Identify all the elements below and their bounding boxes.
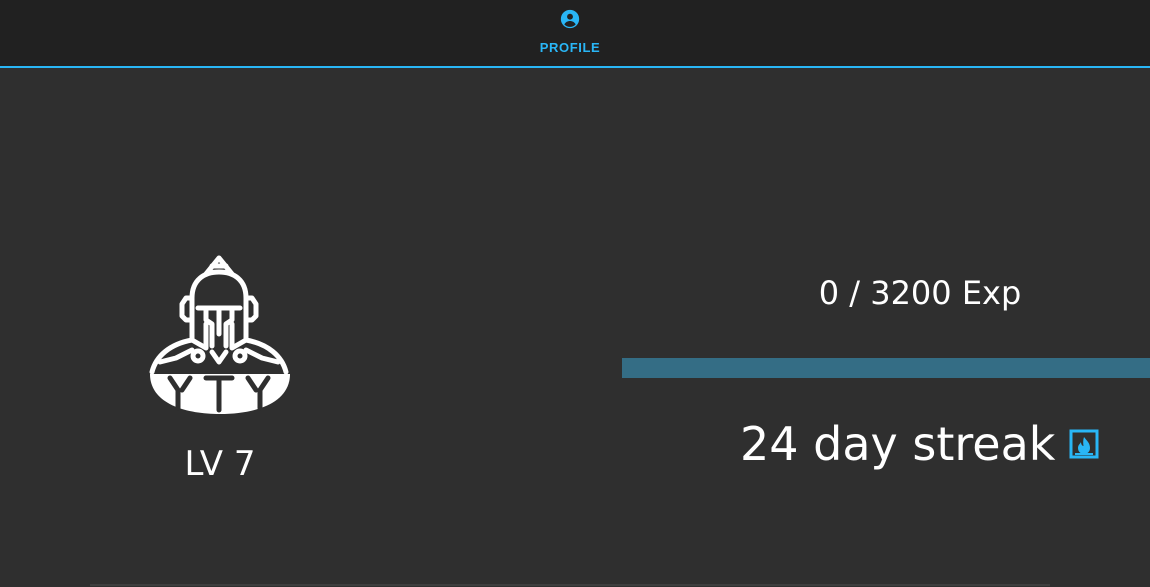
profile-panel: LV 7 0 / 3200 Exp 24 day streak [0,68,1150,587]
streak-row: 24 day streak [740,416,1099,472]
top-nav-bar: PROFILE [0,0,1150,68]
account-circle-icon [560,9,580,29]
level-label: LV 7 [184,444,256,484]
tab-profile-label: PROFILE [539,40,601,55]
experience-progress-bar [622,358,1150,378]
fireplace-icon [1069,429,1099,459]
experience-label: 0 / 3200 Exp [818,274,1022,312]
tab-profile[interactable]: PROFILE [520,0,620,66]
streak-label: 24 day streak [740,417,1056,471]
divider [90,584,1050,586]
spartan-warrior-icon [149,255,290,414]
